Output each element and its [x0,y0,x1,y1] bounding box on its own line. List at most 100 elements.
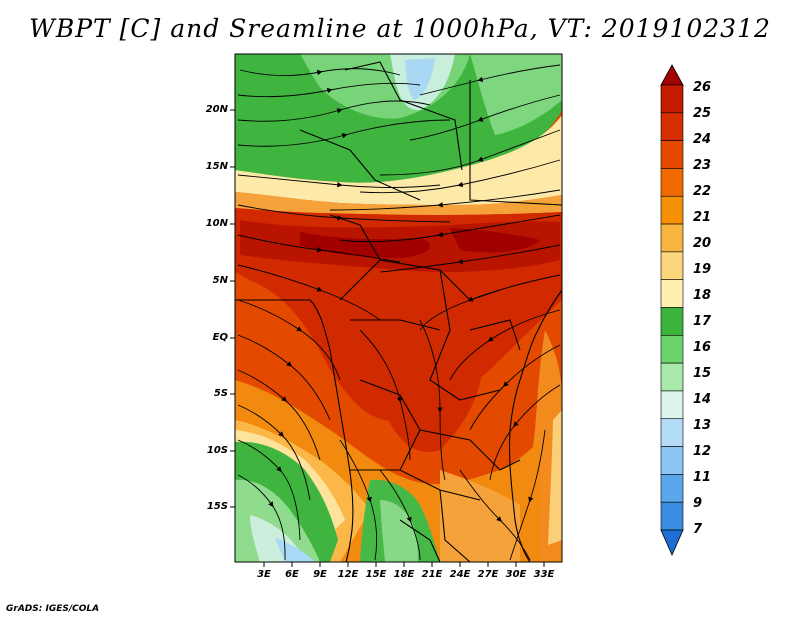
chart-title: WBPT [C] and Sreamline at 1000hPa, VT: 2… [29,14,771,43]
colorbar-box [660,307,684,336]
border [329,214,381,301]
streamline [489,384,561,481]
lon-label: 9E [313,569,327,580]
colorbar-label: 17 [693,314,712,329]
streamline [419,64,561,96]
border [429,269,501,401]
streamline [469,344,561,431]
lon-label: 30E [505,569,527,580]
streamline [237,264,381,321]
lon-label: 3E [257,569,271,580]
border [350,469,481,501]
colorbar-bottom-arrow [660,529,684,556]
lat-label: 5N [212,275,228,286]
map-frame [234,53,563,563]
border [344,61,463,171]
colorbar-label: 24 [693,132,712,147]
streamline [237,474,286,561]
colorbar [660,64,684,556]
colorbar-label: 16 [693,340,712,355]
colorbar-label: 15 [693,366,712,381]
streamline [237,334,331,421]
streamline [239,68,401,76]
border [399,519,441,562]
colorbar-label: 13 [693,418,712,433]
streamline [449,309,561,381]
colorbar-box [660,84,684,114]
lon-label: 18E [393,569,415,580]
streamline [359,159,561,194]
colorbar-box [660,223,684,253]
streamline [409,94,561,141]
country-borders [235,61,562,562]
lon-label: 6E [285,569,299,580]
colorbar-box [660,279,684,308]
lon-label: 12E [337,569,359,580]
lat-label: 15S [206,501,228,512]
colorbar-box [660,112,684,141]
colorbar-box [660,362,684,392]
colorbar-label: 7 [693,522,703,537]
border [350,319,441,331]
colorbar-box [660,168,684,197]
colorbar-box [660,140,684,169]
streamline [237,119,451,147]
streamline [509,429,546,561]
colorbar-label: 26 [693,80,712,95]
colorbar-box [660,474,684,503]
colorbar-box [660,251,684,280]
colorbar-label: 11 [693,470,712,485]
colorbar-box [660,418,684,447]
lat-label: EQ [212,332,228,343]
colorbar-top-arrow [660,64,684,86]
field-south-lightgreen-2 [380,500,418,562]
colorbar-box [660,446,684,475]
lon-label: 24E [449,569,471,580]
streamline [339,439,378,561]
field-ne-green [470,54,562,135]
lon-label: 33E [533,569,555,580]
colorbar-label: 23 [693,158,712,173]
colorbar-label: 20 [693,236,712,251]
lat-label: 15N [205,161,228,172]
lat-ticks [230,109,235,508]
border [439,489,471,562]
streamline [237,439,301,541]
border [299,129,421,201]
streamline [237,234,401,263]
colorbar-label: 9 [693,496,703,511]
border [469,319,521,351]
field-north-blue [405,58,435,100]
colorbar-label: 21 [693,210,712,225]
border [419,429,521,471]
lon-ticks [263,562,545,567]
lon-label: 27E [477,569,499,580]
streamline [237,404,311,501]
field-central-24 [350,300,483,452]
streamline [359,329,411,461]
streamline [237,369,321,461]
border [469,80,562,206]
wbpt-field [235,54,562,562]
field-east-coast-pale [548,410,562,545]
border [359,379,421,471]
field-core-26b [450,228,540,253]
lon-label: 15E [365,569,387,580]
streamline [379,244,561,273]
streamline [329,189,561,211]
field-band-21 [235,192,562,215]
colorbar-box [660,335,684,364]
streamline [419,319,446,481]
coastline [235,299,354,562]
colorbar-label: 19 [693,262,712,277]
footer-credit: GrADS: IGES/COLA [6,604,100,614]
colorbar-box [660,195,684,225]
streamline [339,214,561,243]
colorbar-label: 12 [693,444,712,459]
lat-label: 10N [205,218,228,229]
streamline [379,469,421,561]
lat-label: 20N [205,104,228,115]
lat-label: 10S [206,445,228,456]
lat-label: 5S [213,388,228,399]
